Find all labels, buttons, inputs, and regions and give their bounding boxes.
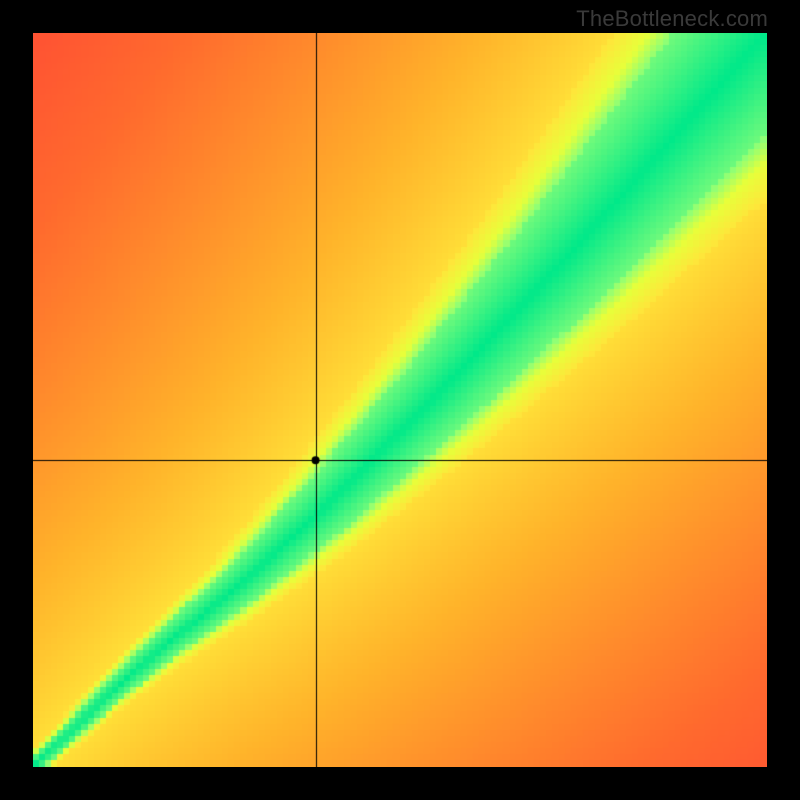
chart-container: TheBottleneck.com — [0, 0, 800, 800]
watermark-text: TheBottleneck.com — [576, 6, 768, 32]
bottleneck-heatmap — [33, 33, 767, 767]
